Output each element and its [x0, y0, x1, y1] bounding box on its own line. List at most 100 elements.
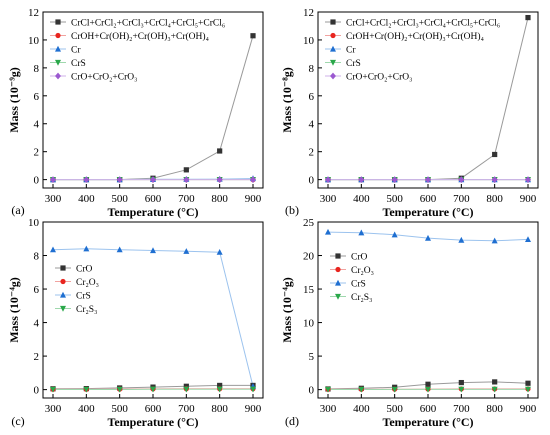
data-point	[525, 386, 531, 393]
data-point	[358, 176, 365, 184]
legend-label: CrO+CrO₂+CrO₃	[71, 73, 137, 83]
data-point	[358, 229, 365, 236]
data-point	[525, 176, 531, 184]
legend-marker	[55, 32, 61, 39]
x-tick-label: 800	[486, 193, 503, 205]
legend-marker	[55, 45, 61, 52]
panel-label: (c)	[11, 414, 24, 428]
y-tick-label: 4	[309, 119, 315, 131]
data-point	[491, 176, 498, 184]
data-point	[525, 14, 531, 21]
x-axis-label: Temperature (°C)	[107, 415, 198, 429]
y-axis-label: Mass (10⁻⁴g)	[280, 277, 294, 343]
data-point	[216, 248, 223, 255]
x-tick-label: 400	[353, 403, 370, 415]
legend-marker	[335, 293, 341, 300]
legend-marker	[55, 19, 61, 25]
data-point	[183, 386, 190, 393]
data-point	[250, 176, 256, 184]
x-tick-label: 300	[320, 193, 337, 205]
y-axis-label: Mass (10⁻⁸g)	[280, 67, 294, 133]
legend-label: Cr₂O₃	[76, 278, 99, 288]
y-tick-label: 2	[34, 147, 40, 159]
data-point	[358, 386, 365, 393]
x-tick-label: 600	[420, 193, 437, 205]
data-point	[150, 247, 156, 254]
data-point	[458, 176, 465, 184]
y-tick-label: 4	[34, 119, 40, 131]
legend-label: Cr₂S₃	[76, 305, 97, 315]
y-tick-label: 5	[309, 351, 315, 363]
data-point	[391, 386, 398, 393]
x-tick-label: 800	[211, 403, 228, 415]
x-tick-label: 800	[486, 403, 503, 415]
legend-marker	[330, 72, 336, 80]
legend-label: CrOH+Cr(OH)₂+Cr(OH)₃+Cr(OH)₄	[71, 31, 209, 42]
legend-marker	[335, 253, 341, 259]
y-tick-label: 20	[303, 251, 315, 263]
legend-marker	[330, 59, 336, 66]
data-point	[116, 386, 123, 393]
legend-label: Cr₂S₃	[351, 293, 372, 303]
legend-marker	[55, 72, 61, 80]
x-tick-label: 900	[245, 193, 262, 205]
data-point	[325, 176, 331, 184]
panel-label: (b)	[285, 203, 299, 217]
x-tick-label: 700	[178, 193, 195, 205]
data-point	[391, 231, 398, 238]
y-tick-label: 0	[309, 385, 315, 397]
data-point	[217, 382, 223, 389]
data-point	[150, 386, 156, 393]
y-tick-label: 2	[309, 147, 315, 159]
x-tick-label: 900	[520, 193, 537, 205]
chart-panel: 300 400 500 600 700 800 900 0 2 4 6 8 10 12 Temperatur…	[280, 7, 539, 219]
data-point	[83, 176, 90, 184]
y-axis-label: Mass (10⁻⁴g)	[7, 277, 21, 343]
y-tick-label: 8	[34, 63, 40, 75]
chart-panel: 300 400 500 600 700 800 900 0 2 4 6 8 10 12 Temperatur…	[7, 7, 264, 219]
y-tick-label: 6	[34, 284, 40, 296]
panel-label: (a)	[11, 203, 24, 217]
y-tick-label: 10	[28, 35, 40, 47]
legend-marker	[60, 291, 66, 298]
data-point	[492, 379, 498, 385]
x-tick-label: 600	[420, 403, 437, 415]
legend-marker	[335, 279, 341, 286]
data-point	[250, 33, 256, 39]
data-point	[458, 386, 465, 393]
x-tick-label: 400	[353, 193, 370, 205]
x-tick-label: 600	[145, 403, 162, 415]
data-point	[216, 176, 223, 184]
data-point	[458, 236, 465, 243]
legend-marker	[335, 266, 341, 273]
legend-marker	[60, 278, 66, 285]
legend-label: CrOH+Cr(OH)₂+Cr(OH)₃+Cr(OH)₄	[346, 31, 484, 42]
legend-marker	[60, 265, 66, 271]
y-tick-label: 25	[303, 217, 315, 229]
y-axis-label: Mass (10⁻⁹g)	[7, 67, 21, 133]
x-tick-label: 700	[453, 403, 470, 415]
data-point	[425, 176, 431, 184]
x-tick-label: 600	[145, 193, 162, 205]
data-point	[116, 176, 123, 184]
series-line	[53, 35, 254, 181]
data-point	[425, 234, 431, 241]
y-tick-label: 12	[303, 7, 314, 19]
y-tick-label: 12	[28, 7, 39, 19]
y-tick-label: 10	[303, 35, 315, 47]
x-tick-label: 700	[178, 403, 195, 415]
data-point	[492, 151, 498, 158]
legend-label: CrO	[351, 253, 368, 263]
legend-label: Cr	[71, 46, 81, 56]
data-point	[83, 386, 90, 393]
data-point	[458, 379, 464, 386]
legend-label: CrS	[351, 280, 366, 290]
x-tick-label: 500	[111, 193, 128, 205]
y-tick-label: 6	[309, 91, 315, 103]
data-point	[325, 228, 331, 235]
x-tick-label: 400	[78, 193, 95, 205]
x-tick-label: 400	[78, 403, 95, 415]
legend-marker	[330, 45, 336, 52]
x-tick-label: 700	[453, 193, 470, 205]
y-tick-label: 8	[309, 63, 315, 75]
